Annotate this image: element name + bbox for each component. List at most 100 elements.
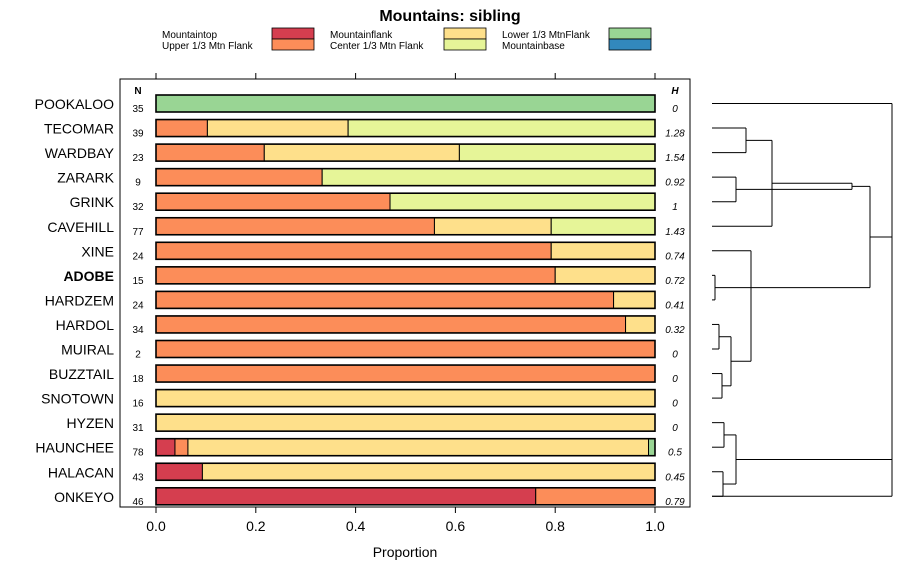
- bar-segment-hyzen-mountainflank: [155, 413, 656, 432]
- legend-swatch-lower-1-3-mtnflank: [608, 27, 652, 40]
- row-label-onkeyo: ONKEYO: [54, 489, 114, 505]
- n-value-muiral: 2: [135, 350, 141, 361]
- h-column-header: H: [671, 86, 679, 97]
- chart-title: Mountains: sibling: [379, 8, 520, 25]
- bar-segment-hardol-upper-1-3-mtn-flank: [155, 315, 627, 334]
- row-label-xine: XINE: [81, 243, 114, 259]
- x-tick-label: 0.0: [146, 518, 166, 534]
- n-value-cavehill: 77: [132, 227, 144, 238]
- bar-outline-hyzen: [155, 413, 656, 432]
- h-value-hyzen: 0: [672, 423, 678, 434]
- legend-label-mountainbase: Mountainbase: [502, 41, 565, 52]
- bar-segment-cavehill-mountainflank: [433, 217, 552, 236]
- bar-outline-cavehill: [155, 216, 656, 236]
- row-label-halacan: HALACAN: [48, 464, 114, 480]
- x-axis: 0.0 0.2 0.4 0.6 0.8 1.0: [146, 73, 665, 534]
- bar-outline-wardbay: [155, 143, 656, 162]
- n-value-adobe: 15: [132, 276, 144, 287]
- legend-swatch-mountainbase: [608, 38, 652, 51]
- row-label-pookaloo: POOKALOO: [35, 96, 114, 112]
- legend-swatch-center-1-3-mtn-flank: [443, 38, 487, 51]
- n-value-halacan: 43: [132, 472, 144, 483]
- bar-segment-wardbay-upper-1-3-mtn-flank: [155, 143, 265, 162]
- bar-segment-halacan-mountaintop: [155, 462, 203, 481]
- n-value-hardol: 34: [132, 325, 144, 336]
- bar-segment-snotown-mountainflank: [155, 389, 656, 408]
- bar-segment-pookaloo-lower-1-3-mtnflank: [155, 94, 656, 113]
- h-value-grink: 1: [672, 202, 678, 213]
- h-value-xine: 0.74: [665, 251, 685, 262]
- bar-segment-haunchee-mountaintop: [155, 438, 176, 457]
- bar-outline-grink: [155, 192, 656, 211]
- n-value-pookaloo: 35: [132, 104, 144, 115]
- bar-area: [155, 94, 656, 506]
- bar-outline-zarark: [155, 167, 656, 187]
- bar-segment-hardzem-mountainflank: [613, 290, 656, 309]
- bar-outline-adobe: [155, 266, 656, 285]
- n-column-header: N: [134, 86, 141, 97]
- bar-outline-halacan: [155, 462, 656, 482]
- bar-segment-haunchee-lower-1-3-mtnflank: [648, 438, 656, 457]
- bar-segment-onkeyo-upper-1-3-mtn-flank: [535, 487, 656, 506]
- legend-label-mountainflank: Mountainflank: [330, 30, 393, 41]
- bar-outline-hardol: [155, 315, 656, 334]
- row-label-snotown: SNOTOWN: [41, 391, 114, 407]
- bar-segment-cavehill-upper-1-3-mtn-flank: [155, 217, 435, 236]
- legend-label-mountaintop: Mountaintop: [162, 30, 217, 41]
- bar-segment-hardol-mountainflank: [625, 315, 656, 334]
- h-value-zarark: 0.92: [665, 178, 685, 189]
- h-value-snotown: 0: [672, 399, 678, 410]
- n-value-hardzem: 24: [132, 300, 144, 311]
- bar-outline-tecomar: [155, 118, 656, 138]
- bar-segment-wardbay-mountainflank: [263, 143, 460, 162]
- legend-swatch-upper-1-3-mtn-flank: [271, 38, 315, 51]
- h-value-pookaloo: 0: [672, 104, 678, 115]
- bar-outline-pookaloo: [155, 94, 656, 113]
- row-label-cavehill: CAVEHILL: [47, 219, 114, 235]
- bar-segment-xine-upper-1-3-mtn-flank: [155, 241, 552, 260]
- n-value-tecomar: 39: [132, 129, 144, 140]
- bar-segment-zarark-center-1-3-mtn-flank: [321, 168, 656, 187]
- bar-outline-muiral: [155, 339, 656, 359]
- n-value-zarark: 9: [135, 178, 141, 189]
- row-label-wardbay: WARDBAY: [45, 145, 115, 161]
- x-tick-label: 0.6: [446, 518, 466, 534]
- bar-segment-halacan-mountainflank: [201, 462, 656, 481]
- row-label-buzztail: BUZZTAIL: [49, 366, 114, 382]
- h-value-haunchee: 0.5: [668, 448, 682, 459]
- row-label-zarark: ZARARK: [57, 170, 114, 186]
- n-value-wardbay: 23: [132, 153, 144, 164]
- bar-segment-cavehill-center-1-3-mtn-flank: [550, 217, 656, 236]
- x-axis-title: Proportion: [373, 544, 438, 560]
- legend-swatch-mountainflank: [443, 27, 487, 40]
- bar-segment-buzztail-upper-1-3-mtn-flank: [155, 364, 656, 383]
- legend-label-center-1-3-mtn-flank: Center 1/3 Mtn Flank: [330, 41, 424, 52]
- row-label-hyzen: HYZEN: [67, 415, 114, 431]
- bar-outline-onkeyo: [155, 486, 656, 506]
- h-value-buzztail: 0: [672, 374, 678, 385]
- h-value-hardol: 0.32: [665, 325, 685, 336]
- bar-segment-wardbay-center-1-3-mtn-flank: [458, 143, 656, 162]
- bar-segment-tecomar-center-1-3-mtn-flank: [347, 119, 656, 138]
- legend-swatch-mountaintop: [271, 27, 315, 40]
- x-tick-label: 0.2: [246, 518, 266, 534]
- bar-segment-tecomar-mountainflank: [206, 119, 349, 138]
- h-value-onkeyo: 0.79: [665, 497, 685, 508]
- dendrogram: [712, 103, 893, 497]
- n-value-grink: 32: [132, 202, 144, 213]
- row-label-adobe: ADOBE: [63, 268, 114, 284]
- x-tick-label: 0.4: [346, 518, 366, 534]
- bar-outline-xine: [155, 241, 656, 261]
- h-value-wardbay: 1.54: [665, 153, 685, 164]
- bar-segment-onkeyo-mountaintop: [155, 487, 537, 506]
- bar-segment-xine-mountainflank: [550, 241, 656, 260]
- row-label-tecomar: TECOMAR: [44, 121, 114, 137]
- plot-panel: [119, 78, 691, 508]
- bar-segment-tecomar-upper-1-3-mtn-flank: [155, 119, 208, 138]
- row-label-hardol: HARDOL: [56, 317, 115, 333]
- bar-outline-snotown: [155, 388, 656, 408]
- n-value-buzztail: 18: [132, 374, 144, 385]
- bar-outline-buzztail: [155, 364, 656, 383]
